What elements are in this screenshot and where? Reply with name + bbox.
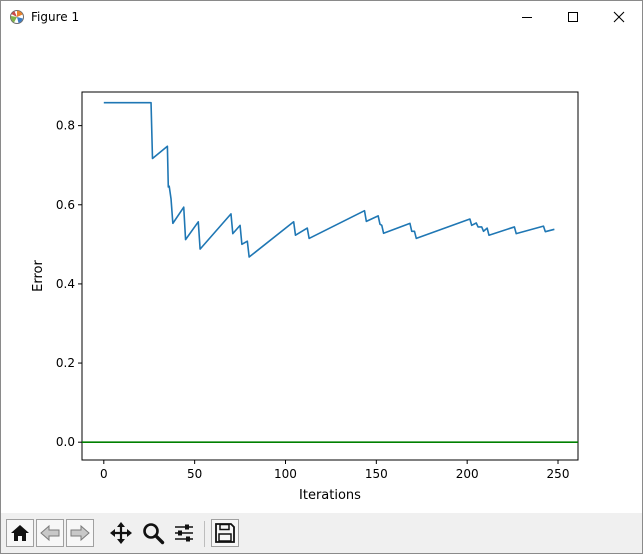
y-axis-label: Error xyxy=(31,260,46,292)
window-title: Figure 1 xyxy=(31,10,80,24)
close-button[interactable] xyxy=(596,1,642,33)
minimize-icon xyxy=(522,17,532,18)
figure-canvas[interactable]: 0 50 100 150 200 250 0.0 0.2 0.4 0.6 0.8 Iteratio… xyxy=(1,33,642,511)
toolbar-separator xyxy=(204,521,205,547)
x-tick-label: 0 xyxy=(100,467,108,481)
error-series-line xyxy=(103,101,555,258)
x-tick-label: 100 xyxy=(274,467,297,481)
sliders-icon xyxy=(175,524,193,542)
pan-button[interactable] xyxy=(107,519,135,547)
back-button[interactable] xyxy=(36,519,64,547)
x-tick-label: 200 xyxy=(456,467,479,481)
y-tick-label: 0.8 xyxy=(56,119,75,133)
minimize-button[interactable] xyxy=(504,1,550,33)
x-axis-label: Iterations xyxy=(299,488,361,503)
arrow-left-icon xyxy=(40,524,60,542)
save-button[interactable] xyxy=(211,519,239,547)
zoom-button[interactable] xyxy=(139,519,167,547)
home-button[interactable] xyxy=(6,519,34,547)
x-tick-label: 50 xyxy=(187,467,202,481)
y-tick-label: 0.0 xyxy=(56,435,75,449)
matplotlib-figure-icon xyxy=(9,9,25,25)
forward-button[interactable] xyxy=(66,519,94,547)
move-arrows-icon xyxy=(110,522,132,544)
maximize-button[interactable] xyxy=(550,1,596,33)
magnifier-icon xyxy=(143,523,165,545)
y-tick-label: 0.6 xyxy=(56,198,75,212)
arrow-right-icon xyxy=(70,524,90,542)
y-tick-label: 0.2 xyxy=(56,356,75,370)
x-tick-label: 250 xyxy=(547,467,570,481)
x-tick-label: 150 xyxy=(365,467,388,481)
plot-frame xyxy=(81,91,579,461)
navigation-toolbar xyxy=(1,513,642,553)
y-tick-label: 0.4 xyxy=(56,277,75,291)
maximize-icon xyxy=(568,12,578,22)
title-bar[interactable]: Figure 1 xyxy=(1,1,642,33)
floppy-disk-icon xyxy=(215,523,235,543)
close-icon xyxy=(613,11,625,23)
home-icon xyxy=(11,525,29,541)
subplots-button[interactable] xyxy=(170,519,198,547)
error-line-chart[interactable]: 0 50 100 150 200 250 0.0 0.2 0.4 0.6 0.8 Iteratio… xyxy=(1,33,642,511)
